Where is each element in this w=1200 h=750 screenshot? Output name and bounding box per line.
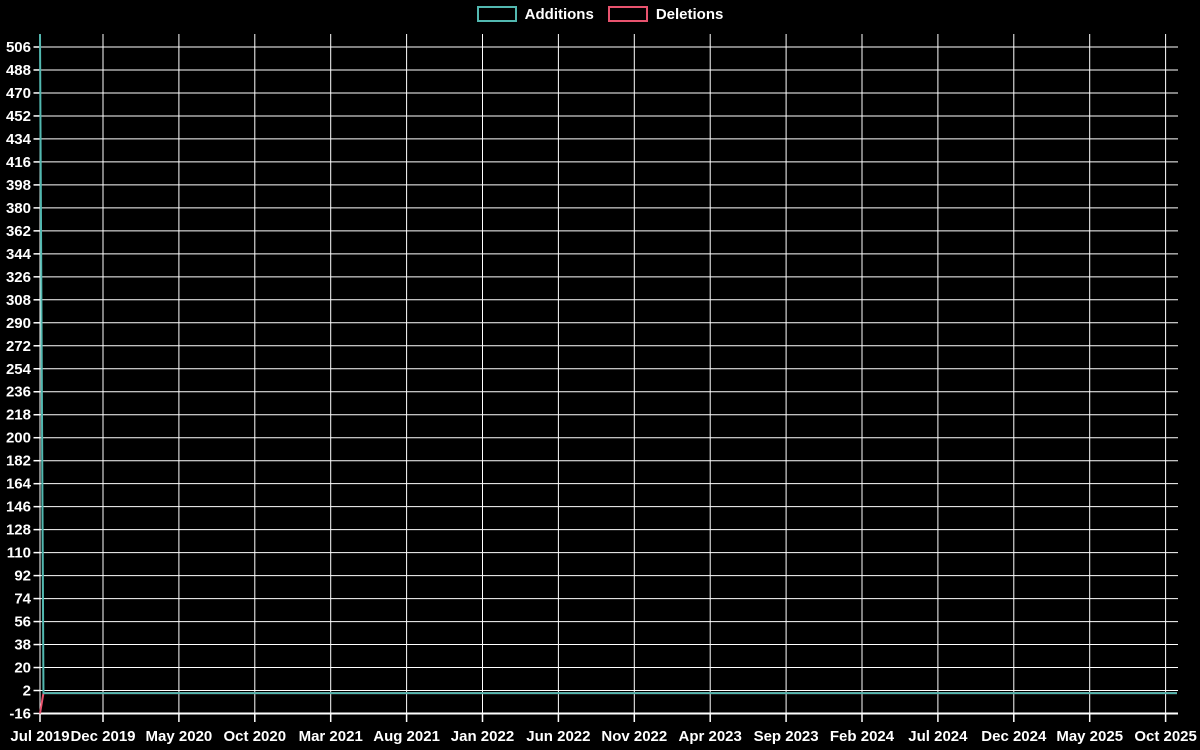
y-tick-label: 74 [14, 591, 31, 608]
x-tick-label: Oct 2020 [224, 728, 287, 745]
x-tick-label: Oct 2025 [1134, 728, 1197, 745]
y-tick-label: 452 [6, 108, 31, 125]
y-tick-label: 326 [6, 269, 31, 286]
y-tick-label: 236 [6, 384, 31, 401]
y-tick-label: 56 [14, 614, 31, 631]
x-tick-label: Mar 2021 [299, 728, 363, 745]
y-tick-label: 254 [6, 361, 32, 378]
x-tick-label: Apr 2023 [679, 728, 742, 745]
x-tick-label: Sep 2023 [754, 728, 819, 745]
y-tick-label: 488 [6, 62, 31, 79]
y-tick-label: 20 [14, 660, 31, 677]
y-tick-label: 2 [23, 683, 31, 700]
y-tick-label: 128 [6, 522, 31, 539]
y-tick-label: 200 [6, 430, 31, 447]
y-tick-label: -16 [9, 706, 31, 723]
y-tick-label: 164 [6, 476, 32, 493]
y-tick-label: 308 [6, 292, 31, 309]
x-tick-label: Jul 2024 [908, 728, 968, 745]
x-tick-label: Jun 2022 [526, 728, 590, 745]
x-tick-label: Feb 2024 [830, 728, 895, 745]
y-tick-label: 272 [6, 338, 31, 355]
y-tick-label: 470 [6, 85, 31, 102]
y-tick-label: 38 [14, 637, 31, 654]
y-tick-label: 416 [6, 154, 31, 171]
x-tick-label: Nov 2022 [601, 728, 667, 745]
x-tick-label: Jan 2022 [451, 728, 514, 745]
y-tick-label: 92 [14, 568, 31, 585]
legend-item-additions[interactable]: Additions [476, 5, 594, 23]
y-tick-label: 362 [6, 223, 31, 240]
deletions-legend-swatch-icon [607, 6, 648, 22]
x-tick-label: May 2020 [146, 728, 213, 745]
y-tick-label: 380 [6, 200, 31, 217]
chart-legend: Additions Deletions [0, 6, 1200, 22]
y-tick-label: 110 [7, 545, 31, 562]
x-tick-label: May 2025 [1056, 728, 1123, 745]
additions-legend-swatch-icon [476, 6, 517, 22]
x-tick-label: Jul 2019 [10, 728, 69, 745]
deletions-line [39, 692, 1177, 714]
y-tick-label: 182 [6, 453, 31, 470]
y-tick-label: 344 [6, 246, 32, 263]
y-tick-label: 218 [6, 407, 31, 424]
y-tick-label: 398 [6, 177, 31, 194]
y-tick-label: 506 [6, 39, 31, 56]
legend-label-additions: Additions [524, 5, 594, 23]
y-tick-label: 290 [6, 315, 31, 332]
x-tick-label: Dec 2019 [70, 728, 135, 745]
legend-label-deletions: Deletions [655, 5, 724, 23]
y-tick-label: 146 [6, 499, 31, 516]
x-tick-label: Dec 2024 [981, 728, 1047, 745]
y-tick-label: 434 [6, 131, 32, 148]
x-tick-label: Aug 2021 [373, 728, 440, 745]
legend-item-deletions[interactable]: Deletions [607, 5, 724, 23]
additions-line [39, 34, 1177, 695]
